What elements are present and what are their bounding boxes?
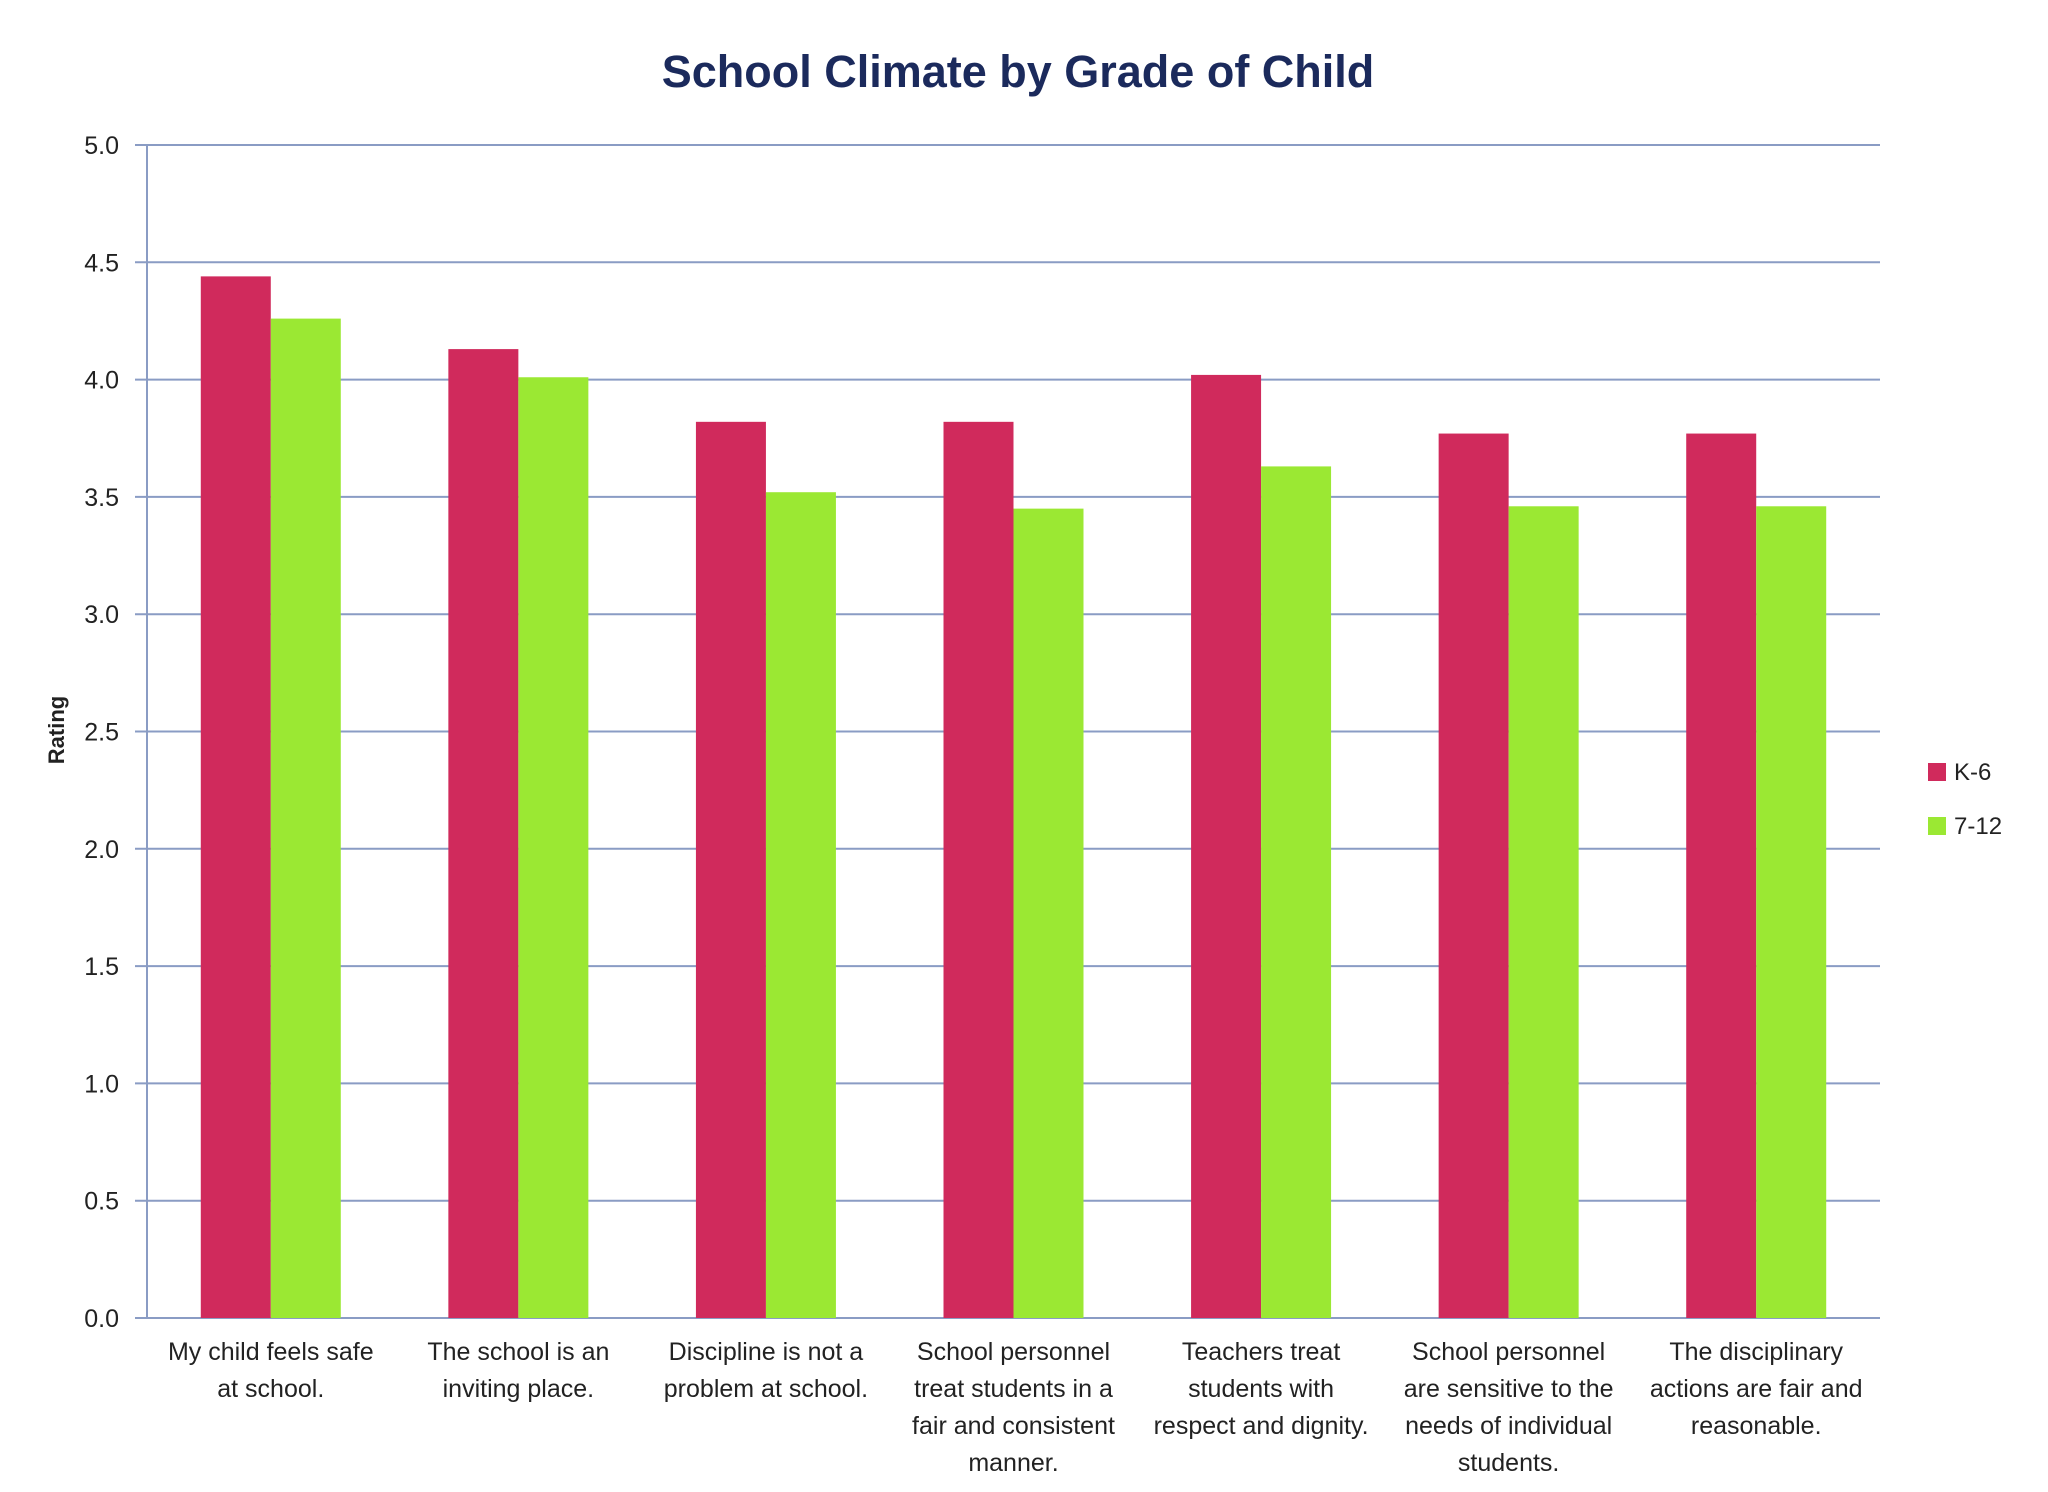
category-label-line: students with: [1188, 1375, 1334, 1403]
category-label-line: manner.: [968, 1449, 1058, 1477]
y-tick-label: 0.5: [84, 1188, 119, 1216]
bar-k6-3: [943, 421, 1014, 1318]
chart-title: School Climate by Grade of Child: [662, 46, 1375, 97]
bar-712-4: [1261, 466, 1332, 1319]
category-label: School personnel treat students in a fair …: [912, 1338, 1115, 1477]
category-label-line: Teachers treat: [1182, 1338, 1340, 1366]
category-label-line: reasonable.: [1691, 1412, 1822, 1440]
bar-712-1: [518, 377, 589, 1318]
bar-712-6: [1756, 506, 1827, 1318]
legend-label: K-6: [1954, 759, 1991, 786]
category-label-line: Discipline is not a: [669, 1338, 864, 1366]
legend: K-6 7-12: [1928, 759, 2002, 840]
category-label: Discipline is not a problem at school.: [664, 1338, 868, 1403]
y-tick-label: 4.0: [84, 367, 119, 395]
category-label-line: School personnel: [917, 1338, 1110, 1366]
bar-k6-5: [1438, 433, 1509, 1319]
category-label-line: needs of individual: [1405, 1412, 1612, 1440]
bar-712-0: [270, 318, 341, 1318]
category-label-line: inviting place.: [443, 1375, 594, 1403]
category-label-line: My child feels safe: [168, 1338, 374, 1366]
category-label-line: problem at school.: [664, 1375, 868, 1403]
bar-k6-0: [200, 276, 271, 1319]
y-tick-label: 3.0: [84, 601, 119, 629]
bar-k6-1: [448, 349, 519, 1318]
y-tick-label: 2.0: [84, 836, 119, 864]
y-tick-label: 3.5: [84, 484, 119, 512]
category-label-line: are sensitive to the: [1404, 1375, 1614, 1403]
category-label: School personnel are sensitive to the need…: [1404, 1338, 1614, 1477]
y-tick-label: 1.0: [84, 1070, 119, 1098]
bar-712-5: [1508, 506, 1579, 1318]
bar-k6-6: [1686, 433, 1757, 1319]
category-label-line: fair and consistent: [912, 1412, 1115, 1440]
legend-swatch-712: [1928, 817, 1946, 835]
legend-label: 7-12: [1954, 813, 2002, 840]
category-labels: My child feels safe at school. The school …: [168, 1338, 1863, 1477]
bar-k6-2: [695, 421, 766, 1318]
legend-swatch-k6: [1928, 763, 1946, 781]
y-tick-label: 1.5: [84, 953, 119, 981]
category-label-line: treat students in a: [914, 1375, 1113, 1403]
y-axis-title: Rating: [44, 696, 69, 764]
y-tick-label: 4.5: [84, 249, 119, 277]
bar-k6-4: [1191, 374, 1262, 1319]
category-label: My child feels safe at school.: [168, 1338, 374, 1403]
category-label-line: The school is an: [427, 1338, 609, 1366]
bar-712-3: [1013, 508, 1084, 1318]
category-label: The school is an inviting place.: [427, 1338, 609, 1403]
category-label-line: at school.: [217, 1375, 324, 1403]
category-label-line: The disciplinary: [1669, 1338, 1843, 1366]
category-label: The disciplinary actions are fair and reas…: [1650, 1338, 1863, 1440]
category-label: Teachers treat students with respect and d…: [1154, 1338, 1369, 1440]
y-tick-label: 5.0: [84, 132, 119, 160]
category-label-line: actions are fair and: [1650, 1375, 1863, 1403]
y-tick-label: 0.0: [84, 1305, 119, 1333]
y-tick-label: 2.5: [84, 719, 119, 747]
category-label-line: School personnel: [1412, 1338, 1605, 1366]
bar-712-2: [765, 492, 836, 1318]
bars: [200, 276, 1827, 1319]
category-label-line: students.: [1458, 1449, 1559, 1477]
y-tick-labels: 0.0 0.5 1.0 1.5 2.0 2.5 3.0 3.5 4.0 4.5 5.0: [84, 132, 119, 1333]
category-label-line: respect and dignity.: [1154, 1412, 1369, 1440]
